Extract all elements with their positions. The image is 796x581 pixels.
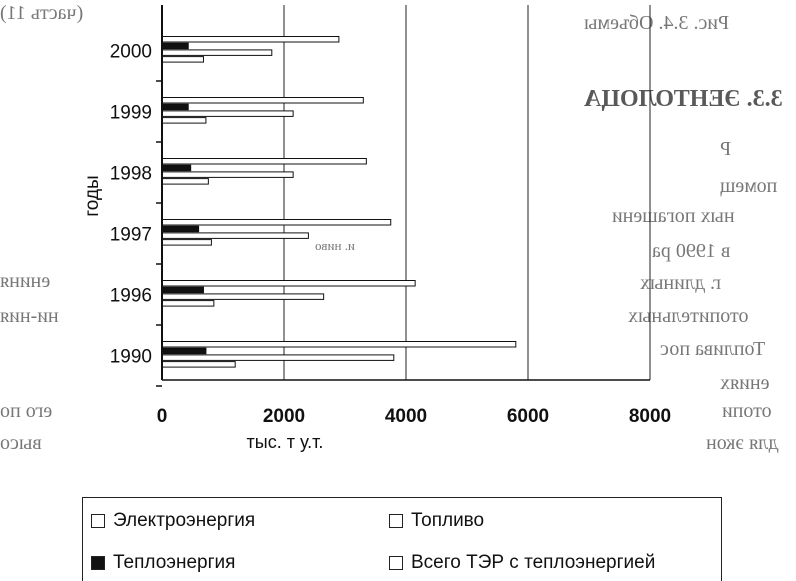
legend: Электроэнергия Топливо Теплоэнергия Всег…: [82, 497, 722, 581]
legend-item-total: Всего ТЭР с теплоэнергией: [389, 552, 655, 574]
bar-1998-series-2: [161, 171, 294, 178]
y-tick-label-1999: 1999: [110, 103, 152, 124]
bar-1996-series-1: [161, 286, 204, 294]
x-tick-label-2000: 2000: [263, 406, 305, 427]
x-axis-label: тыс. т у.т.: [247, 432, 324, 452]
bar-1999-series-2: [161, 110, 294, 117]
bar-1990-series-2: [161, 354, 395, 361]
legend-swatch-total: [389, 556, 403, 570]
y-tick-label-1996: 1996: [110, 286, 152, 307]
y-tick-label-1990: 1990: [110, 347, 152, 368]
bar-1996-series-2: [161, 293, 325, 300]
bar-1997-series-0: [161, 219, 392, 226]
bar-1998-series-0: [161, 158, 367, 165]
bar-1990-series-0: [161, 341, 517, 348]
bar-1997-series-2: [161, 232, 309, 239]
bar-1990-series-1: [161, 347, 207, 355]
legend-label-electricity: Электроэнергия: [113, 510, 256, 531]
y-tick-label-2000: 2000: [110, 42, 152, 63]
bar-1996-series-3: [161, 300, 215, 307]
bar-1998-series-1: [161, 164, 192, 172]
x-tick-label-4000: 4000: [385, 406, 427, 427]
bar-2000-series-3: [161, 56, 204, 63]
legend-swatch-fuel: [389, 514, 403, 528]
bar-1997-series-1: [161, 225, 200, 233]
legend-label-heat: Теплоэнергия: [113, 552, 236, 573]
bar-2000-series-2: [161, 49, 273, 56]
bar-2000-series-0: [161, 36, 340, 43]
bar-1999-series-3: [161, 117, 207, 124]
legend-item-fuel: Топливо: [389, 510, 484, 532]
bar-1996-series-0: [161, 280, 416, 287]
legend-swatch-electricity: [91, 514, 105, 528]
legend-label-fuel: Топливо: [411, 510, 485, 531]
bar-1999-series-0: [161, 97, 364, 104]
bar-1998-series-3: [161, 178, 209, 185]
bar-2000-series-1: [161, 42, 189, 50]
bar-1997-series-3: [161, 239, 212, 246]
legend-swatch-heat: [91, 556, 105, 570]
legend-item-heat: Теплоэнергия: [91, 552, 235, 574]
bar-1990-series-3: [161, 361, 236, 368]
x-tick-label-0: 0: [157, 406, 168, 427]
y-axis-label: годы: [82, 175, 103, 216]
legend-item-electricity: Электроэнергия: [91, 510, 255, 532]
y-tick-label-1997: 1997: [110, 225, 152, 246]
bar-1999-series-1: [161, 103, 189, 111]
x-tick-label-8000: 8000: [629, 406, 671, 427]
legend-label-total: Всего ТЭР с теплоэнергией: [411, 552, 656, 573]
y-tick-label-1998: 1998: [110, 164, 152, 185]
x-tick-label-6000: 6000: [507, 406, 549, 427]
